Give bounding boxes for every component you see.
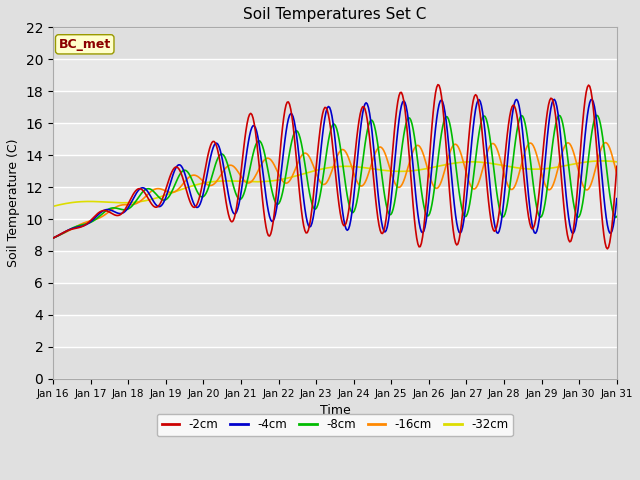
-2cm [434,82,442,87]
-8cm [225,164,232,170]
-4cm [613,196,621,202]
Bar [53,91,617,123]
-32cm [392,168,399,174]
-2cm [49,235,57,241]
Bar [53,59,617,91]
-16cm [463,174,471,180]
-4cm [392,151,399,156]
Line: -8cm: -8cm [53,115,617,238]
-32cm [613,159,621,165]
-4cm [49,235,57,241]
-32cm [598,158,605,164]
-4cm [287,111,294,117]
Bar [53,219,617,251]
-32cm [463,159,471,165]
-8cm [561,134,569,140]
-16cm [225,163,232,168]
-8cm [287,144,294,149]
Bar [53,27,617,59]
Line: -4cm: -4cm [53,99,617,238]
-2cm [604,246,611,252]
Bar [53,347,617,379]
-16cm [392,181,399,187]
-32cm [225,178,232,184]
-2cm [392,117,399,122]
-16cm [613,171,621,177]
Bar [53,155,617,187]
-16cm [49,235,57,241]
Bar [53,315,617,347]
-8cm [613,214,621,219]
-8cm [463,211,471,217]
-32cm [49,204,57,209]
Line: -32cm: -32cm [53,161,617,206]
-16cm [601,140,609,145]
Bar [53,123,617,155]
Legend: -2cm, -4cm, -8cm, -16cm, -32cm: -2cm, -4cm, -8cm, -16cm, -32cm [157,414,513,436]
-16cm [561,143,569,148]
-4cm [225,192,232,197]
-4cm [550,96,558,102]
-8cm [392,194,399,200]
-16cm [287,176,294,182]
-8cm [365,123,372,129]
-2cm [563,224,570,230]
X-axis label: Time: Time [319,404,350,417]
-4cm [365,105,372,110]
-8cm [49,235,57,241]
-32cm [287,174,294,180]
-2cm [613,163,621,169]
-32cm [561,163,569,168]
Bar [53,251,617,283]
Y-axis label: Soil Temperature (C): Soil Temperature (C) [7,139,20,267]
Title: Soil Temperatures Set C: Soil Temperatures Set C [243,7,427,22]
-16cm [365,171,372,177]
Text: BC_met: BC_met [59,38,111,51]
-4cm [463,187,471,193]
Bar [53,187,617,219]
-8cm [593,112,600,118]
-2cm [465,139,472,144]
-32cm [365,165,372,171]
-4cm [563,193,570,199]
Line: -16cm: -16cm [53,143,617,238]
Line: -2cm: -2cm [53,84,617,249]
Bar [53,283,617,315]
-2cm [365,125,372,131]
-2cm [287,107,294,112]
-2cm [225,211,232,217]
